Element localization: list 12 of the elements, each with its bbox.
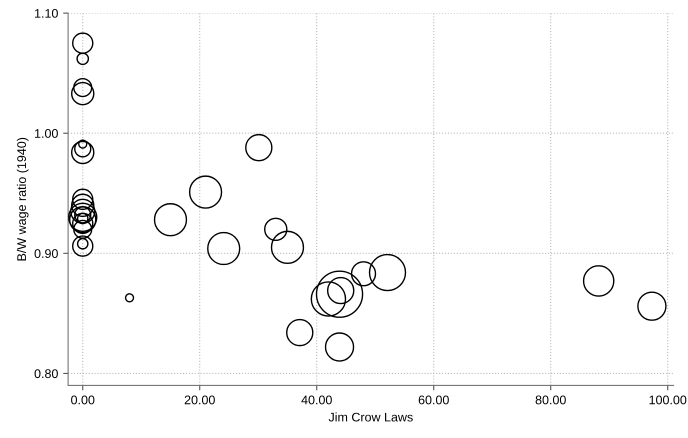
y-tick-label: 0.80: [34, 369, 58, 378]
x-tick-label: 20.00: [184, 395, 215, 404]
y-tick-label: 1.10: [35, 8, 58, 18]
x-tick-label: 80.00: [536, 395, 566, 404]
y-axis-title: B/W wage ratio (1940): [16, 138, 29, 260]
x-axis-title: Jim Crow Laws: [328, 412, 413, 422]
x-tick-label: 100.00: [650, 395, 686, 404]
y-tick-label: 0.90: [34, 249, 58, 258]
y-tick-label: 1.00: [35, 129, 58, 138]
x-tick-label: 0.00: [71, 395, 94, 404]
x-tick-label: 40.00: [301, 395, 332, 404]
x-tick-label: 60.00: [418, 395, 449, 404]
